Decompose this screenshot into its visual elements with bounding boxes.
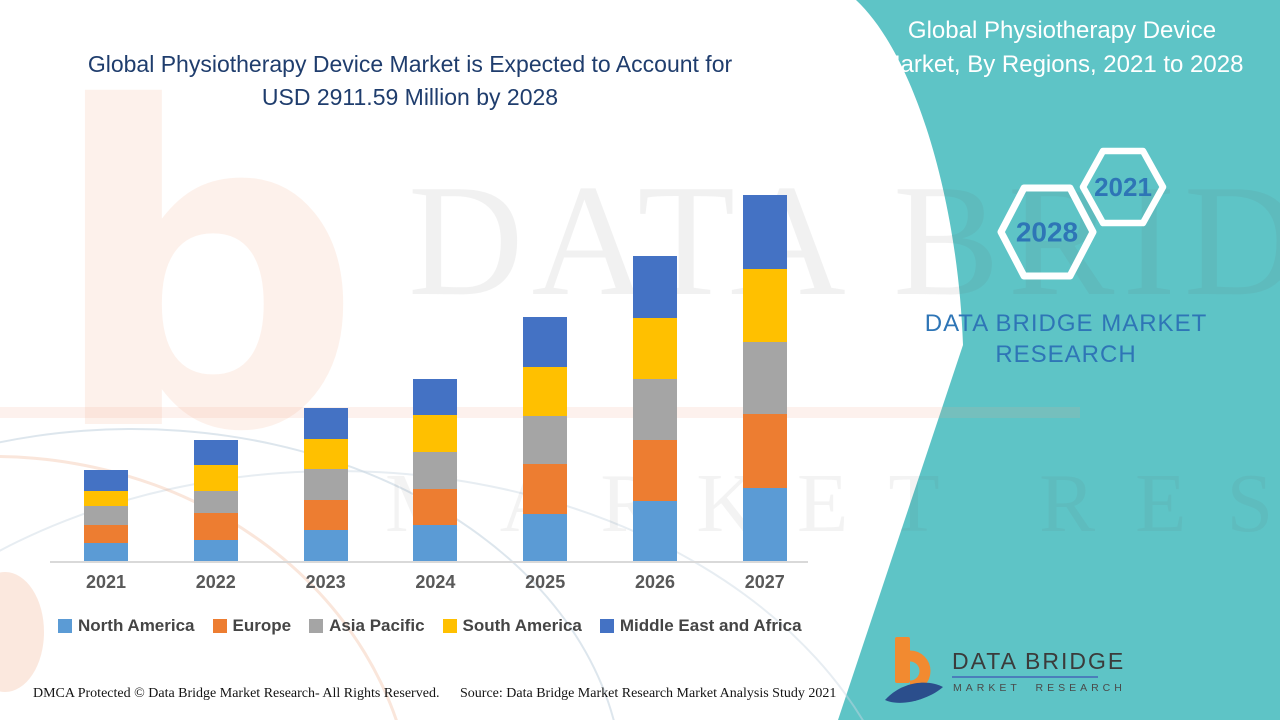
- dmca-notice: DMCA Protected © Data Bridge Market Rese…: [33, 686, 440, 701]
- source-note: Source: Data Bridge Market Research Mark…: [460, 686, 837, 701]
- bar-segment-asia-pacific: [303, 469, 348, 500]
- x-axis-label-2022: 2022: [195, 572, 236, 592]
- bar-segment-middle-east-and-africa: [413, 379, 458, 415]
- legend-label: North America: [78, 616, 195, 635]
- legend-item-middle-east-and-africa: Middle East and Africa: [599, 616, 802, 636]
- legend-swatch-icon: [599, 619, 614, 633]
- bar-segment-europe: [413, 489, 458, 525]
- hexagon-2021: [1079, 147, 1167, 227]
- brand-text-line1: DATA BRIDGE MARKET: [924, 310, 1208, 337]
- stacked-bar-2022: [193, 440, 238, 562]
- legend-item-europe: Europe: [212, 616, 292, 636]
- data-bridge-logo-icon: [885, 637, 943, 703]
- bar-segment-north-america: [84, 543, 128, 562]
- hexagon-2021-label: 2021: [1094, 172, 1152, 202]
- legend-label: South America: [462, 616, 582, 635]
- brand-text: DATA BRIDGE MARKET RESEARCH: [856, 308, 1276, 370]
- panel-heading: Global Physiotherapy Device Market, By R…: [852, 14, 1272, 82]
- stacked-bar-2026: [633, 256, 677, 562]
- bar-segment-europe: [193, 513, 238, 540]
- bar-segment-south-america: [633, 318, 677, 379]
- bar-segment-north-america: [303, 530, 348, 562]
- bar-segment-asia-pacific: [413, 452, 458, 489]
- x-axis-label-2025: 2025: [525, 572, 566, 592]
- bar-segment-south-america: [193, 465, 238, 491]
- stacked-bar-2025: [523, 317, 568, 562]
- bar-segment-asia-pacific: [523, 416, 568, 464]
- bar-segment-europe: [523, 464, 568, 514]
- bar-segment-north-america: [193, 540, 238, 562]
- bar-segment-middle-east-and-africa: [193, 440, 238, 465]
- bar-segment-asia-pacific: [84, 506, 128, 525]
- panel-heading-line2: Market, By Regions, 2021 to 2028: [880, 51, 1244, 78]
- legend-swatch-icon: [442, 619, 457, 633]
- bar-segment-north-america: [742, 488, 787, 562]
- chart-title: Global Physiotherapy Device Market is Ex…: [30, 48, 790, 114]
- legend-item-north-america: North America: [58, 616, 195, 636]
- chart-title-line1: Global Physiotherapy Device Market is Ex…: [87, 51, 733, 77]
- bar-segment-south-america: [84, 491, 128, 506]
- hexagon-2028-label: 2028: [1016, 217, 1078, 248]
- chart-title-line2: USD 2911.59 Million by 2028: [261, 84, 559, 110]
- legend-item-south-america: South America: [442, 616, 582, 636]
- logo-wordmark: DATA BRIDGE: [952, 648, 1126, 674]
- bar-segment-south-america: [742, 269, 787, 342]
- legend-label: Middle East and Africa: [619, 616, 802, 635]
- legend-swatch-icon: [212, 619, 227, 633]
- bar-segment-asia-pacific: [193, 491, 238, 513]
- hexagon-2028: [997, 184, 1097, 280]
- legend-label: Europe: [232, 616, 292, 635]
- bar-segment-europe: [633, 440, 677, 501]
- bar-segment-middle-east-and-africa: [523, 317, 568, 367]
- brand-text-line2: RESEARCH: [995, 341, 1137, 368]
- bar-segment-europe: [742, 414, 787, 488]
- legend-label: Asia Pacific: [329, 616, 425, 635]
- bar-segment-south-america: [523, 367, 568, 416]
- bar-segment-europe: [84, 525, 128, 543]
- x-axis-label-2026: 2026: [634, 572, 676, 592]
- bar-segment-north-america: [413, 525, 458, 562]
- legend-item-asia-pacific: Asia Pacific: [309, 616, 425, 636]
- x-axis-label-2023: 2023: [305, 572, 346, 592]
- x-axis-label-2024: 2024: [415, 572, 456, 592]
- logo-underline: [952, 676, 1098, 678]
- bar-segment-asia-pacific: [742, 342, 787, 414]
- stacked-bar-2021: [84, 470, 128, 562]
- bar-segment-north-america: [633, 501, 677, 562]
- legend-swatch-icon: [309, 619, 324, 633]
- stacked-bar-2023: [303, 408, 348, 562]
- bar-segment-middle-east-and-africa: [303, 408, 348, 439]
- bar-segment-middle-east-and-africa: [633, 256, 677, 318]
- logo-subtitle: MARKET RESEARCH: [953, 682, 1126, 694]
- bar-segment-asia-pacific: [633, 379, 677, 440]
- x-axis-label-2027: 2027: [744, 572, 785, 592]
- stacked-bar-2024: [413, 379, 458, 562]
- x-axis-label-2021: 2021: [85, 572, 127, 592]
- bar-segment-south-america: [303, 439, 348, 469]
- bar-segment-middle-east-and-africa: [742, 195, 787, 269]
- chart-legend: North America Europe Asia Pacific South Ame…: [58, 616, 802, 636]
- stacked-bar-2027: [742, 195, 787, 562]
- legend-swatch-icon: [58, 619, 72, 633]
- bar-segment-europe: [303, 500, 348, 530]
- bar-segment-middle-east-and-africa: [84, 470, 128, 491]
- x-axis-line: [50, 561, 808, 563]
- panel-heading-line1: Global Physiotherapy Device: [907, 17, 1217, 44]
- bar-segment-north-america: [523, 514, 568, 562]
- bar-segment-south-america: [413, 415, 458, 452]
